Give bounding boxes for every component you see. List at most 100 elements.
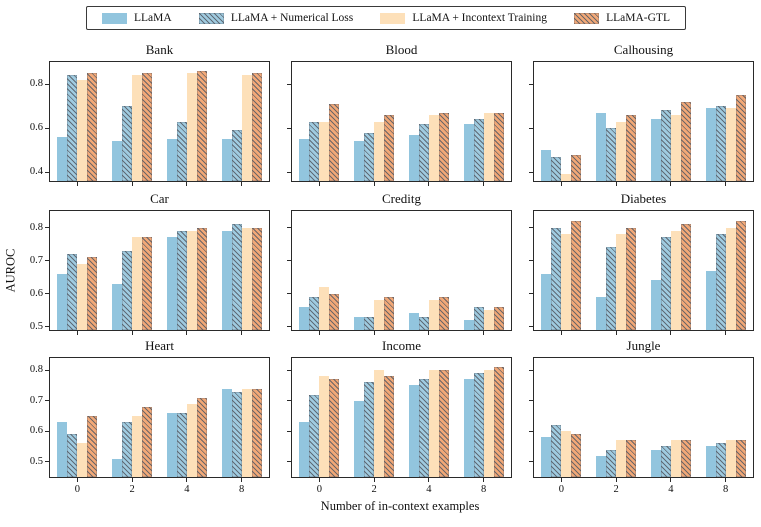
bar — [132, 415, 143, 477]
x-tick-label: 0 — [74, 484, 80, 495]
x-tick-mark — [428, 478, 430, 482]
bar — [112, 458, 123, 477]
bar — [626, 440, 637, 477]
bar — [735, 95, 746, 181]
bar — [408, 134, 419, 181]
bar — [176, 412, 187, 477]
y-tick-mark — [45, 369, 49, 371]
bar — [660, 237, 671, 330]
bar — [87, 415, 98, 477]
bar — [221, 139, 232, 181]
legend-item: LLaMA + Incontext Training — [380, 12, 547, 24]
y-tick-mark — [529, 400, 533, 402]
bar — [660, 446, 671, 477]
x-tick-mark — [318, 182, 320, 186]
x-tick-mark — [131, 331, 133, 335]
x-tick-label: 0 — [558, 484, 564, 495]
bar — [354, 400, 365, 477]
x-tick-mark — [186, 331, 188, 335]
bar — [122, 106, 133, 181]
bar — [374, 121, 385, 181]
bar — [87, 73, 98, 181]
y-tick-mark — [287, 430, 291, 432]
bar — [616, 440, 627, 477]
bar — [715, 106, 726, 181]
bar — [650, 280, 661, 330]
bar — [606, 247, 617, 330]
bar — [384, 296, 395, 330]
bar — [428, 114, 439, 181]
bar — [67, 434, 78, 477]
bar — [670, 114, 681, 181]
y-tick-mark — [287, 127, 291, 129]
subplot-title: Calhousing — [613, 42, 674, 57]
bar — [57, 273, 68, 330]
legend: LLaMA LLaMA + Numerical Loss LLaMA + Incon… — [86, 6, 686, 30]
x-axis-label: Number of in-context examples — [320, 499, 480, 513]
bar — [616, 121, 627, 181]
y-tick-mark — [45, 127, 49, 129]
bar — [551, 156, 562, 181]
bar — [241, 388, 252, 477]
bar — [132, 237, 143, 330]
bar — [112, 141, 123, 181]
bar — [670, 230, 681, 330]
bar — [77, 79, 88, 181]
x-tick-mark — [725, 182, 727, 186]
y-tick-mark — [287, 461, 291, 463]
bar — [418, 123, 429, 181]
bar — [196, 227, 207, 330]
bar — [142, 406, 153, 477]
legend-item: LLaMA — [102, 12, 172, 24]
legend-item: LLaMA + Numerical Loss — [198, 12, 353, 24]
legend-swatch-icon — [574, 12, 600, 24]
legend-label: LLaMA-GTL — [606, 12, 670, 24]
bar — [735, 220, 746, 330]
x-tick-mark — [76, 331, 78, 335]
bar — [384, 114, 395, 181]
bar — [186, 403, 197, 477]
bar — [493, 367, 504, 477]
x-tick-mark — [373, 478, 375, 482]
bar — [231, 130, 242, 181]
bar — [715, 234, 726, 330]
bar — [418, 379, 429, 477]
x-tick-label: 2 — [371, 484, 377, 495]
bar — [561, 174, 572, 181]
bar — [319, 287, 330, 330]
y-tick-mark — [287, 369, 291, 371]
subplot-title: Blood — [385, 42, 418, 57]
y-tick-mark — [287, 293, 291, 295]
y-tick-mark — [287, 83, 291, 85]
x-tick-mark — [373, 182, 375, 186]
bar — [438, 112, 449, 181]
bar — [374, 370, 385, 477]
y-tick-label: 0.6 — [29, 425, 43, 437]
bar — [735, 440, 746, 477]
x-tick-mark — [76, 182, 78, 186]
bar — [384, 376, 395, 477]
y-axis-label: AUROC — [3, 248, 18, 293]
bar — [221, 388, 232, 477]
legend-item: LLaMA-GTL — [574, 12, 670, 24]
x-tick-label: 8 — [239, 484, 245, 495]
bar — [493, 306, 504, 330]
bar — [438, 296, 449, 330]
x-tick-mark — [318, 331, 320, 335]
x-tick-label: 2 — [129, 484, 135, 495]
bar — [408, 385, 419, 477]
y-tick-label: 0.4 — [29, 166, 43, 178]
x-tick-mark — [725, 331, 727, 335]
bar — [463, 379, 474, 477]
bar — [309, 296, 320, 330]
bar — [606, 449, 617, 477]
bar — [319, 121, 330, 181]
y-tick-label: 0.8 — [29, 364, 43, 376]
y-tick-mark — [529, 171, 533, 173]
bar — [705, 108, 716, 181]
bar — [196, 397, 207, 477]
x-tick-mark — [241, 182, 243, 186]
bar — [473, 306, 484, 330]
bar — [408, 313, 419, 330]
x-tick-label: 0 — [316, 484, 322, 495]
